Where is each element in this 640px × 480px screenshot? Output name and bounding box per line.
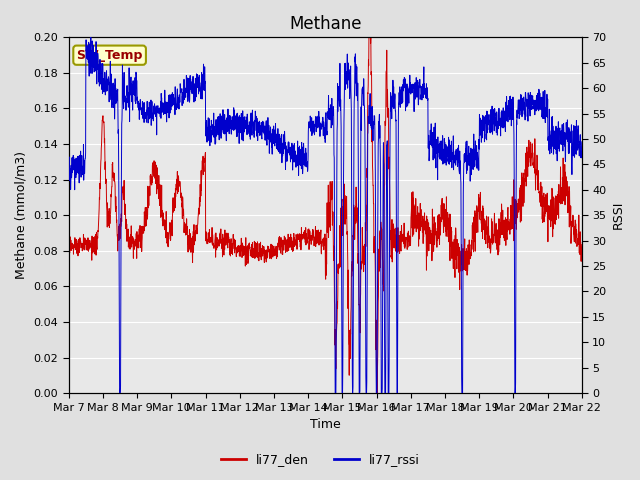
X-axis label: Time: Time <box>310 419 340 432</box>
Y-axis label: RSSI: RSSI <box>612 201 625 229</box>
Legend: li77_den, li77_rssi: li77_den, li77_rssi <box>216 448 424 471</box>
Y-axis label: Methane (mmol/m3): Methane (mmol/m3) <box>15 151 28 279</box>
Text: SW_Temp: SW_Temp <box>76 48 143 62</box>
Title: Methane: Methane <box>289 15 362 33</box>
